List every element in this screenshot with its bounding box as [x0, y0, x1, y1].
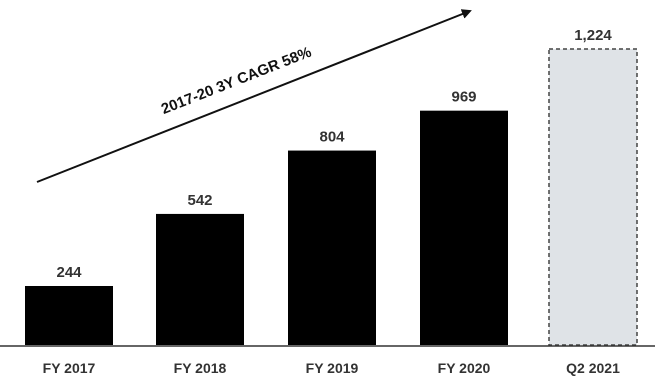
bar-fy-2020: [420, 110, 508, 346]
x-tick-label-fy-2020: FY 2020: [438, 360, 491, 376]
bar-q2-2021: [548, 48, 638, 346]
data-label-q2-2021: 1,224: [574, 27, 612, 44]
x-tick-label-fy-2018: FY 2018: [174, 360, 227, 376]
x-tick-label-fy-2019: FY 2019: [306, 360, 359, 376]
data-label-fy-2019: 804: [319, 129, 345, 146]
bars-layer: [25, 48, 638, 346]
labels-layer: 244 FY 2017 542 FY 2018 804 FY 2019 969 FY 2020…: [43, 27, 620, 376]
x-tick-label-q2-2021: Q2 2021: [566, 360, 620, 376]
x-tick-label-fy-2017: FY 2017: [43, 360, 96, 376]
bar-fy-2017: [25, 285, 113, 345]
cagr-annotation: 2017-20 3Y CAGR 58%: [36, 9, 472, 183]
data-label-fy-2020: 969: [451, 89, 476, 106]
data-label-fy-2017: 244: [56, 264, 82, 281]
data-label-fy-2018: 542: [187, 192, 212, 209]
cagr-arrow: [36, 9, 472, 183]
bar-fy-2018: [156, 213, 244, 345]
bar-fy-2019: [288, 150, 376, 345]
